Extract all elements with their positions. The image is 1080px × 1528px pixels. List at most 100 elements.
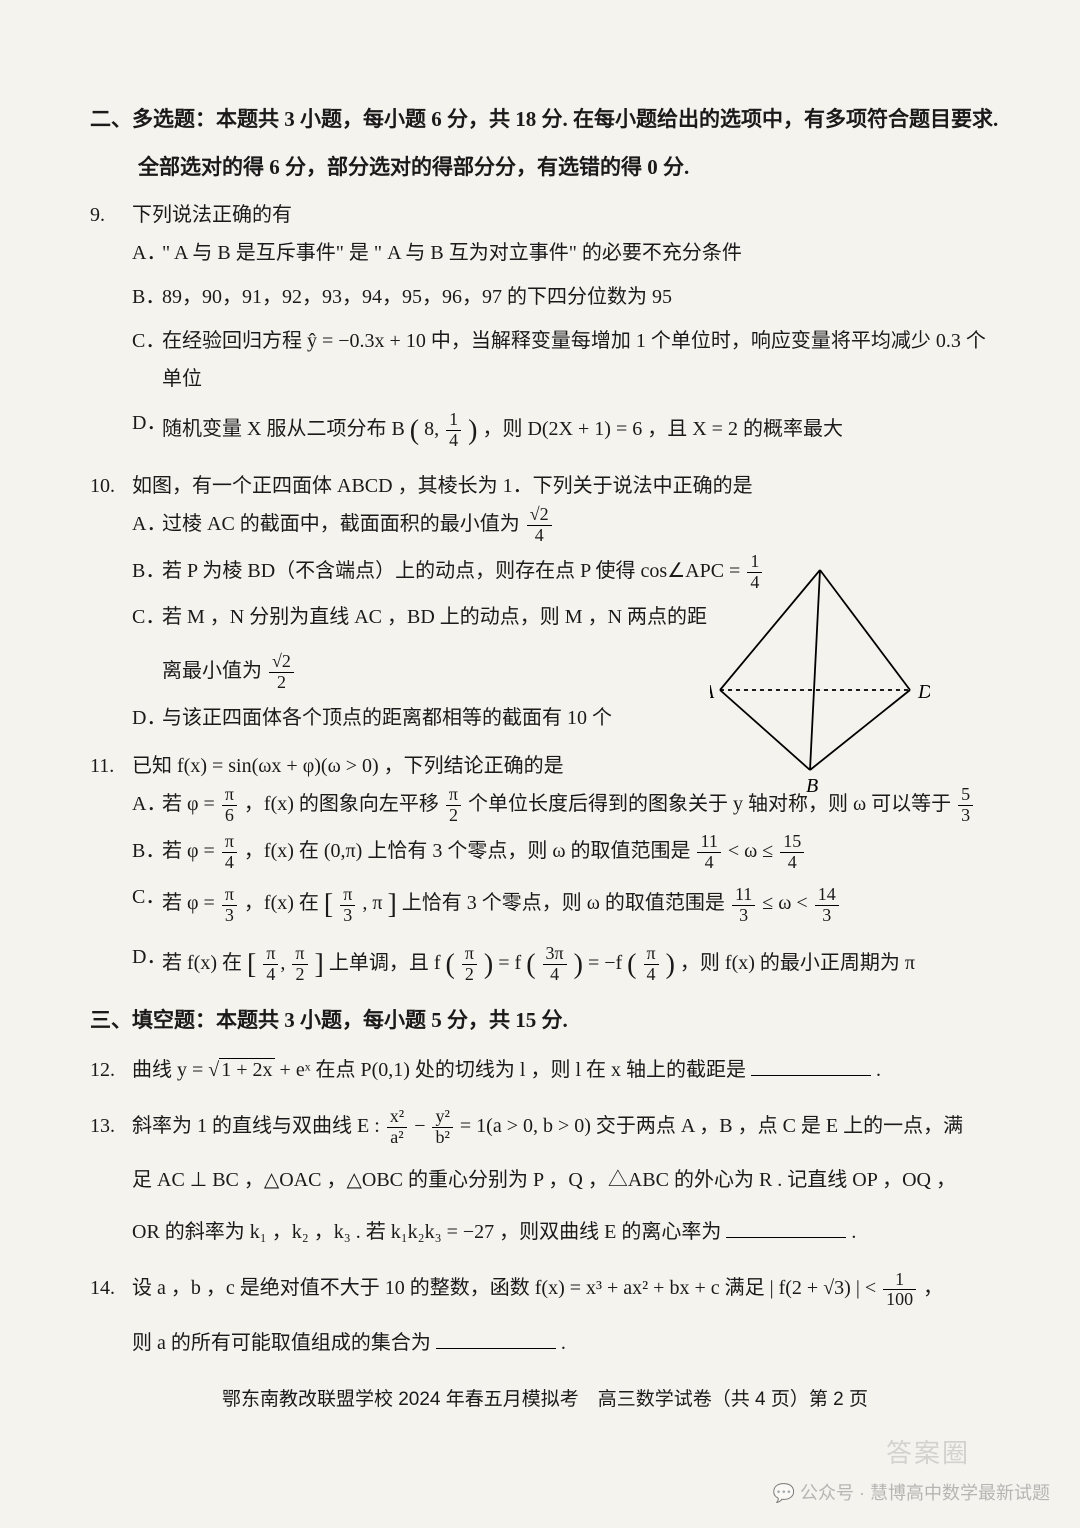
fraction: x²a² xyxy=(387,1107,407,1148)
option-label: D． xyxy=(132,404,166,442)
q13-l3-pre: OR 的斜率为 k₁ ，k₂ ，k₃ . 若 k₁k₂k₃ = −27 ，则双曲… xyxy=(132,1221,721,1243)
q13-l2: 足 AC ⊥ BC ，△OAC ，△OBC 的重心分别为 P ，Q ，△ABC … xyxy=(132,1161,1000,1199)
frac-num: √2 xyxy=(527,505,552,526)
q10-c-line1: 若 M ，N 分别为直线 AC ，BD 上的动点，则 M ，N 两点的距 xyxy=(162,606,707,628)
option-label: C． xyxy=(132,322,165,360)
q12-mid: + eˣ 在点 P(0,1) 处的切线为 l ，则 l 在 x 轴上的截距是 xyxy=(280,1059,747,1081)
q9-d-pre: 随机变量 X 服从二项分布 B xyxy=(162,418,405,440)
q11-option-d: D． 若 f(x) 在 [ π4, π2 ] 上单调，且 f ( π2 ) = … xyxy=(132,938,1000,991)
option-label: A． xyxy=(132,785,166,823)
fraction: 154 xyxy=(780,832,804,873)
option-label: D． xyxy=(132,938,166,976)
fraction: 1 4 xyxy=(446,410,461,451)
fraction: π4 xyxy=(263,944,278,985)
fraction: 53 xyxy=(958,785,973,826)
q9-option-d: D． 随机变量 X 服从二项分布 B ( 8, 1 4 ) ，则 D(2X + … xyxy=(132,404,1000,457)
q13-l1-pre: 斜率为 1 的直线与双曲线 E : xyxy=(132,1115,385,1137)
q11-c-mid1: ，f(x) 在 xyxy=(244,893,319,915)
answer-blank xyxy=(436,1329,556,1349)
fraction: π3 xyxy=(222,885,237,926)
q10-option-a: A． 过棱 AC 的截面中，截面面积的最小值为 √2 4 xyxy=(132,505,772,546)
open-bracket-icon: [ xyxy=(247,949,256,980)
q9-c-text: 在经验回归方程 ŷ = −0.3x + 10 中，当解释变量每增加 1 个单位时… xyxy=(162,330,986,390)
frac-den: 2 xyxy=(269,673,294,693)
q11-c-pre: 若 φ = xyxy=(162,893,215,915)
option-label: D． xyxy=(132,699,166,737)
q9-b-text: 89，90，91，92，93，94，95，96，97 的下四分位数为 95 xyxy=(162,286,672,308)
q13-minus: − xyxy=(414,1115,430,1137)
q11-stem: 已知 f(x) = sin(ωx + φ)(ω > 0) ，下列结论正确的是 xyxy=(132,747,1000,785)
watermark-answer-circle: 答案圈 xyxy=(886,1429,970,1478)
q10-c-line2-pre: 离最小值为 xyxy=(162,660,262,682)
q12-post: . xyxy=(876,1059,881,1081)
frac-den: 4 xyxy=(446,431,461,451)
q14-l1-pre: 设 a ，b ，c 是绝对值不大于 10 的整数，函数 f(x) = x³ + … xyxy=(132,1277,876,1299)
q9-d-post: ，则 D(2X + 1) = 6 ，且 X = 2 的概率最大 xyxy=(482,418,843,440)
sqrt-expr: √1 + 2x xyxy=(208,1058,274,1081)
answer-blank xyxy=(751,1056,871,1076)
q9-option-c: C． 在经验回归方程 ŷ = −0.3x + 10 中，当解释变量每增加 1 个… xyxy=(132,322,1000,398)
q11-d-mid1: 上单调，且 f xyxy=(329,952,441,974)
question-14: 14. 设 a ，b ，c 是绝对值不大于 10 的整数，函数 f(x) = x… xyxy=(132,1269,1000,1362)
fraction: 1100 xyxy=(883,1270,916,1311)
q11-d-pre: 若 f(x) 在 xyxy=(162,952,242,974)
close-bracket-icon: ] xyxy=(315,949,324,980)
q13-l3-post: . xyxy=(851,1221,856,1243)
q10-a-pre: 过棱 AC 的截面中，截面面积的最小值为 xyxy=(162,513,520,535)
open-bracket-icon: [ xyxy=(324,889,333,920)
q10-number: 10. xyxy=(90,467,115,505)
q11-option-b: B． 若 φ = π4 ，f(x) 在 (0,π) 上恰有 3 个零点，则 ω … xyxy=(132,832,1000,873)
q11-b-pre: 若 φ = xyxy=(162,840,215,862)
option-label: A． xyxy=(132,234,166,272)
q10-stem: 如图，有一个正四面体 ABCD ，其棱长为 1．下列关于说法中正确的是 xyxy=(132,467,772,505)
svg-text:A: A xyxy=(710,681,715,703)
option-label: C． xyxy=(132,598,165,636)
q9-a-text: " A 与 B 是互斥事件" 是 " A 与 B 互为对立事件" 的必要不充分条… xyxy=(162,242,742,264)
q11-d-eq1: = f xyxy=(498,952,521,974)
close-paren-icon: ) xyxy=(666,949,675,980)
q11-b-rel: < ω ≤ xyxy=(728,840,773,862)
open-paren-icon: ( xyxy=(627,949,636,980)
q13-number: 13. xyxy=(90,1107,115,1145)
q12-number: 12. xyxy=(90,1051,115,1089)
section-2-header-line1: 二、多选题：本题共 3 小题，每小题 6 分，共 18 分. 在每小题给出的选项… xyxy=(90,100,1000,140)
q11-c-mid2: , π xyxy=(362,893,382,915)
q11-d-post: ，则 f(x) 的最小正周期为 π xyxy=(680,952,915,974)
q11-d-eq2: = −f xyxy=(588,952,622,974)
fraction: 143 xyxy=(815,885,839,926)
frac-den: 4 xyxy=(527,526,552,546)
q10-option-d: D． 与该正四面体各个顶点的距离都相等的截面有 10 个 xyxy=(132,699,772,737)
q10-option-b: B． 若 P 为棱 BD（不含端点）上的动点，则存在点 P 使得 cos∠APC… xyxy=(132,552,772,593)
watermark-source: 💬 公众号 · 慧博高中数学最新试题 xyxy=(773,1476,1050,1510)
q11-a-pre: 若 φ = xyxy=(162,793,215,815)
question-11: 11. 已知 f(x) = sin(ωx + φ)(ω > 0) ，下列结论正确… xyxy=(132,747,1000,991)
q9-d-arg-a: 8, xyxy=(424,418,439,440)
fraction: π6 xyxy=(222,785,237,826)
q11-option-c: C． 若 φ = π3 ，f(x) 在 [ π3 , π ] 上恰有 3 个零点… xyxy=(132,878,1000,931)
q11-number: 11. xyxy=(90,747,114,785)
answer-blank xyxy=(726,1218,846,1238)
frac-num: √2 xyxy=(269,652,294,673)
svg-text:D: D xyxy=(917,681,930,703)
q11-c-mid3: 上恰有 3 个零点，则 ω 的取值范围是 xyxy=(402,893,725,915)
fraction: 113 xyxy=(732,885,755,926)
fraction: 114 xyxy=(697,832,720,873)
q11-option-a: A． 若 φ = π6 ，f(x) 的图象向左平移 π2 个单位长度后得到的图象… xyxy=(132,785,1000,826)
fraction: √2 4 xyxy=(527,505,552,546)
q14-l2-pre: 则 a 的所有可能取值组成的集合为 xyxy=(132,1332,431,1354)
close-bracket-icon: ] xyxy=(387,889,396,920)
page-content: 二、多选题：本题共 3 小题，每小题 6 分，共 18 分. 在每小题给出的选项… xyxy=(90,100,1000,1418)
open-paren-icon: ( xyxy=(526,949,535,980)
section-3-header: 三、填空题：本题共 3 小题，每小题 5 分，共 15 分. xyxy=(90,1001,1000,1041)
option-label: C． xyxy=(132,878,165,916)
option-label: B． xyxy=(132,278,165,316)
fraction: π2 xyxy=(446,785,461,826)
q11-a-post: 个单位长度后得到的图象关于 y 轴对称，则 ω 可以等于 xyxy=(468,793,951,815)
wechat-icon: 💬 xyxy=(773,1483,800,1503)
q10-option-c: C． 若 M ，N 分别为直线 AC ，BD 上的动点，则 M ，N 两点的距 … xyxy=(132,598,772,693)
q9-option-b: B． 89，90，91，92，93，94，95，96，97 的下四分位数为 95 xyxy=(132,278,1000,316)
q13-l1-post: = 1(a > 0, b > 0) 交于两点 A ，B ，点 C 是 E 上的一… xyxy=(460,1115,963,1137)
q14-number: 14. xyxy=(90,1269,115,1307)
fraction: π2 xyxy=(462,944,477,985)
q9-number: 9. xyxy=(90,196,105,234)
